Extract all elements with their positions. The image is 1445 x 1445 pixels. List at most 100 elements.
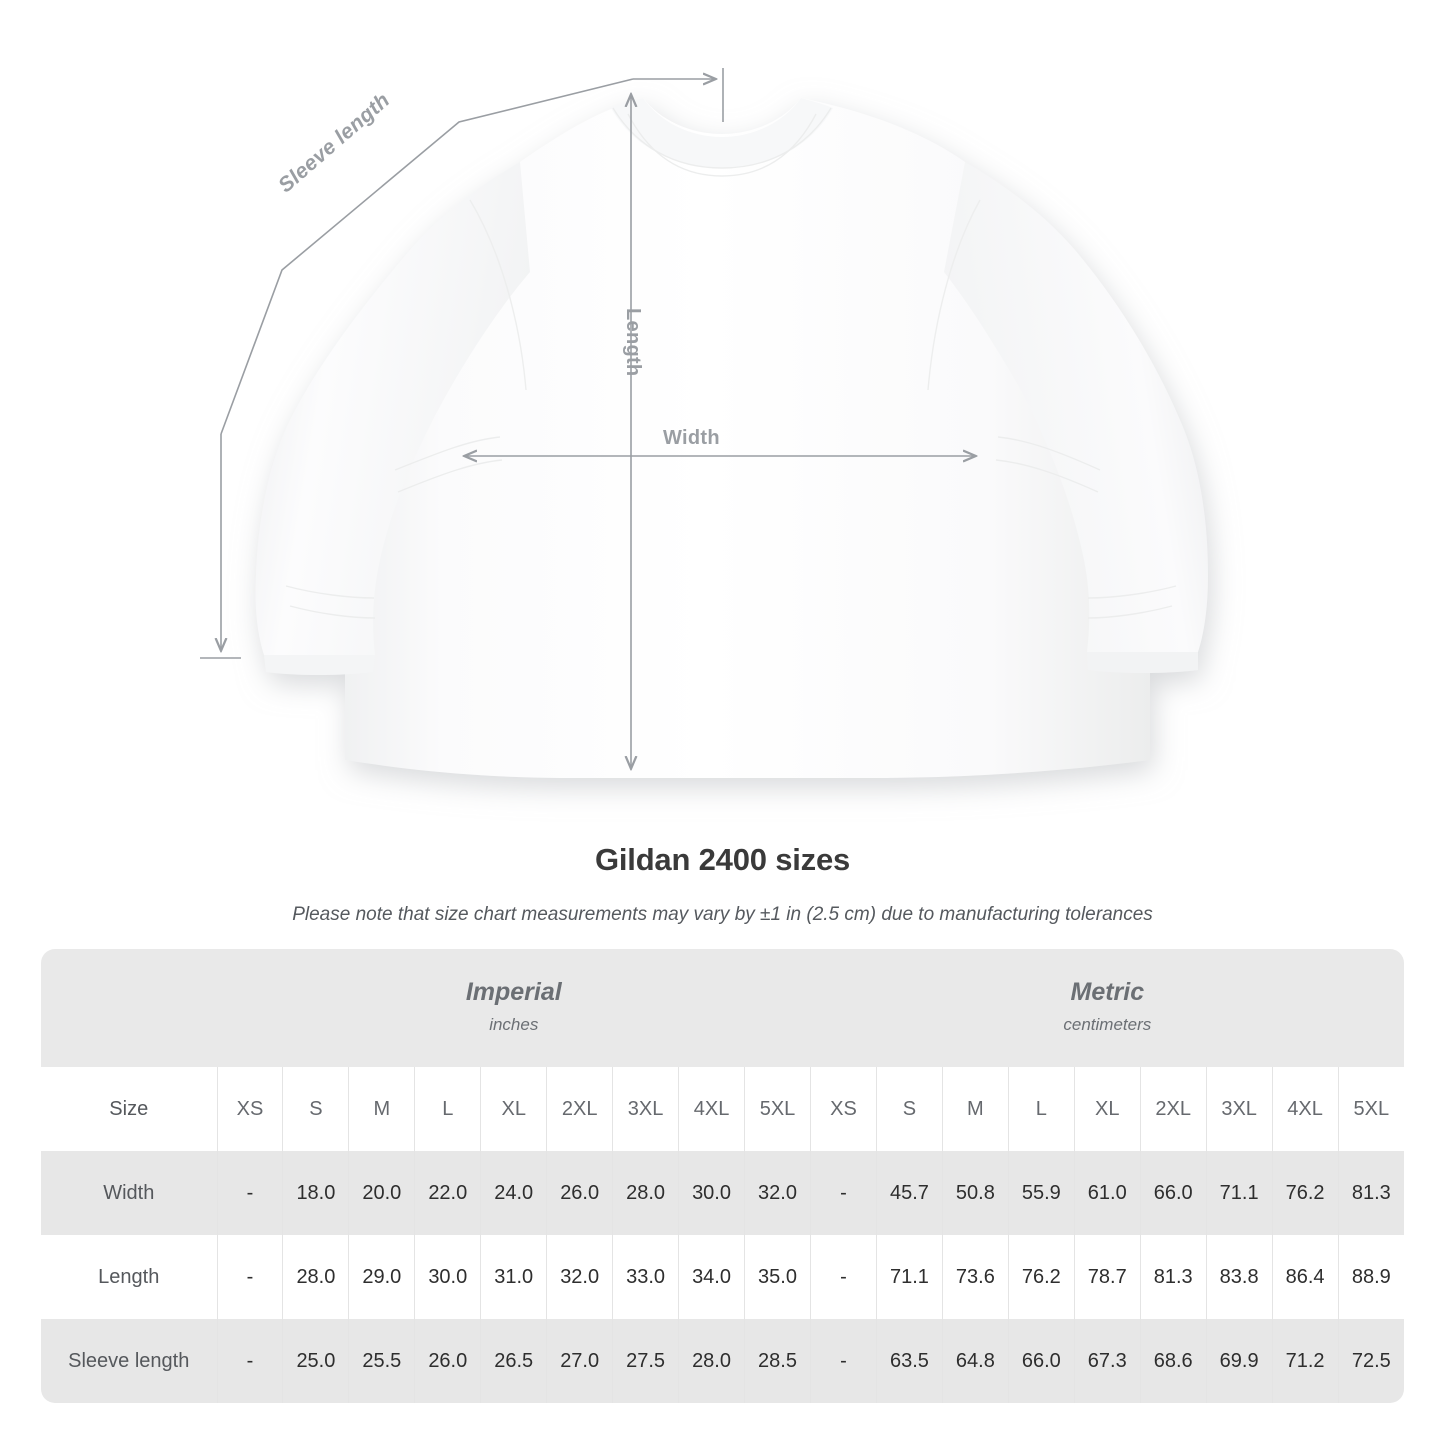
unit-banner-row: Imperial inches Metric centimeters <box>41 949 1405 1067</box>
page-title: Gildan 2400 sizes <box>594 842 851 877</box>
size-header-imperial-m: M <box>348 1067 415 1151</box>
row-label-length: Length <box>41 1235 217 1319</box>
cell-length-metric-2xl: 81.3 <box>1139 1235 1207 1319</box>
row-label-width: Width <box>41 1151 217 1235</box>
sleeve-diagonal <box>220 78 634 435</box>
measurement-lines <box>200 68 975 768</box>
row-label-sleeve-length: Sleeve length <box>41 1319 217 1403</box>
size-header-metric-4xl: 4XL <box>1271 1067 1339 1151</box>
size-header-imperial-xl: XL <box>480 1067 547 1151</box>
cell-sleeve-length-imperial-m: 25.5 <box>348 1319 415 1403</box>
cell-sleeve-length-metric-s: 63.5 <box>875 1319 943 1403</box>
size-chart-table: Imperial inches Metric centimeters Size XS S M L… <box>41 949 1405 1403</box>
size-header-imperial-3xl: 3XL <box>612 1067 679 1151</box>
table-row: Sleeve length -25.0 25.5 26.0 26.5 27.0 27.5 28… <box>41 1319 1405 1403</box>
size-header-imperial-s: S <box>282 1067 349 1151</box>
cell-width-metric-l: 55.9 <box>1007 1151 1075 1235</box>
unit-subtitle: centimeters <box>1063 1015 1152 1034</box>
size-header-metric-s: S <box>875 1067 943 1151</box>
unit-banner-imperial: Imperial inches <box>217 949 811 1067</box>
size-header-metric-l: L <box>1007 1067 1075 1151</box>
cell-length-imperial-2xl: 32.0 <box>546 1235 613 1319</box>
unit-name: Imperial <box>465 978 562 1006</box>
sleeve-length-dimension <box>200 68 724 659</box>
size-header-metric-2xl: 2XL <box>1139 1067 1207 1151</box>
cell-length-imperial-5xl: 35.0 <box>743 1235 811 1319</box>
cell-width-imperial-3xl: 28.0 <box>612 1151 679 1235</box>
size-chart-table-wrapper: Imperial inches Metric centimeters Size XS S M L… <box>41 949 1405 1403</box>
cell-sleeve-length-metric-4xl: 71.2 <box>1271 1319 1339 1403</box>
garment-shape <box>255 98 1208 778</box>
cell-length-imperial-xl: 31.0 <box>480 1235 547 1319</box>
cell-length-metric-l: 76.2 <box>1007 1235 1075 1319</box>
cell-sleeve-length-imperial-xs: - <box>216 1319 283 1403</box>
cell-length-imperial-xs: - <box>216 1235 283 1319</box>
garment-diagram: Sleeve length Length Width <box>200 68 1208 778</box>
size-header-imperial-5xl: 5XL <box>743 1067 811 1151</box>
cell-sleeve-length-metric-3xl: 69.9 <box>1205 1319 1273 1403</box>
cell-width-metric-2xl: 66.0 <box>1139 1151 1207 1235</box>
size-header-metric-m: M <box>941 1067 1009 1151</box>
cell-width-imperial-2xl: 26.0 <box>546 1151 613 1235</box>
cell-length-imperial-l: 30.0 <box>414 1235 481 1319</box>
unit-banner-metric: Metric centimeters <box>810 949 1405 1067</box>
tolerance-note: Please note that size chart measurements… <box>292 904 1153 925</box>
cell-sleeve-length-metric-xs: - <box>810 1319 877 1403</box>
size-header-imperial-xs: XS <box>216 1067 283 1151</box>
size-header-imperial-2xl: 2XL <box>546 1067 613 1151</box>
size-header-imperial-l: L <box>414 1067 481 1151</box>
cell-length-imperial-4xl: 34.0 <box>678 1235 745 1319</box>
size-header-metric-xs: XS <box>810 1067 877 1151</box>
unit-subtitle: inches <box>489 1015 539 1034</box>
table-row: Width -18.0 20.0 22.0 24.0 26.0 28.0 30.0 32.0-4… <box>41 1151 1405 1235</box>
cell-width-imperial-5xl: 32.0 <box>743 1151 811 1235</box>
cell-sleeve-length-metric-l: 66.0 <box>1007 1319 1075 1403</box>
length-label: Length <box>622 308 644 377</box>
cell-sleeve-length-imperial-l: 26.0 <box>414 1319 481 1403</box>
unit-banner-spacer <box>41 949 217 1067</box>
cell-length-metric-5xl: 88.9 <box>1337 1235 1405 1319</box>
size-header-metric-3xl: 3XL <box>1205 1067 1273 1151</box>
cell-width-metric-m: 50.8 <box>941 1151 1009 1235</box>
cell-length-metric-s: 71.1 <box>875 1235 943 1319</box>
cell-length-imperial-m: 29.0 <box>348 1235 415 1319</box>
cell-width-imperial-m: 20.0 <box>348 1151 415 1235</box>
cell-width-imperial-xl: 24.0 <box>480 1151 547 1235</box>
cell-length-imperial-s: 28.0 <box>282 1235 349 1319</box>
garment-illustration <box>200 68 1208 778</box>
cell-width-metric-xl: 61.0 <box>1073 1151 1141 1235</box>
cell-width-metric-5xl: 81.3 <box>1337 1151 1405 1235</box>
cell-length-metric-3xl: 83.8 <box>1205 1235 1273 1319</box>
cell-sleeve-length-metric-2xl: 68.6 <box>1139 1319 1207 1403</box>
cell-width-imperial-xs: - <box>216 1151 283 1235</box>
cell-sleeve-length-imperial-2xl: 27.0 <box>546 1319 613 1403</box>
cell-width-metric-4xl: 76.2 <box>1271 1151 1339 1235</box>
cell-sleeve-length-imperial-5xl: 28.5 <box>743 1319 811 1403</box>
cell-length-metric-xs: - <box>810 1235 877 1319</box>
cell-length-metric-xl: 78.7 <box>1073 1235 1141 1319</box>
cell-length-metric-m: 73.6 <box>941 1235 1009 1319</box>
size-header-imperial-4xl: 4XL <box>678 1067 745 1151</box>
cell-length-imperial-3xl: 33.0 <box>612 1235 679 1319</box>
cell-width-metric-s: 45.7 <box>875 1151 943 1235</box>
title-block: Gildan 2400 sizes Please note that size … <box>0 840 1445 928</box>
size-header-metric-5xl: 5XL <box>1337 1067 1405 1151</box>
cell-width-metric-3xl: 71.1 <box>1205 1151 1273 1235</box>
size-header-row: Size XS S M L XL 2XL 3XL 4XL 5XL XS S M L XL 2XL 3XL 4XL 5… <box>41 1067 1405 1151</box>
size-column-header: Size <box>41 1067 217 1151</box>
cell-width-imperial-s: 18.0 <box>282 1151 349 1235</box>
cell-width-imperial-l: 22.0 <box>414 1151 481 1235</box>
cell-sleeve-length-imperial-3xl: 27.5 <box>612 1319 679 1403</box>
fabric-fold-lines <box>285 107 1177 619</box>
width-label: Width <box>663 427 720 449</box>
cell-sleeve-length-imperial-xl: 26.5 <box>480 1319 547 1403</box>
cell-sleeve-length-metric-xl: 67.3 <box>1073 1319 1141 1403</box>
cell-length-metric-4xl: 86.4 <box>1271 1235 1339 1319</box>
cell-width-metric-xs: - <box>810 1151 877 1235</box>
unit-name: Metric <box>1070 978 1145 1006</box>
cell-sleeve-length-metric-m: 64.8 <box>941 1319 1009 1403</box>
cell-sleeve-length-metric-5xl: 72.5 <box>1337 1319 1405 1403</box>
cell-sleeve-length-imperial-4xl: 28.0 <box>678 1319 745 1403</box>
table-row: Length -28.0 29.0 30.0 31.0 32.0 33.0 34.0 35.0-… <box>41 1235 1405 1319</box>
cell-sleeve-length-imperial-s: 25.0 <box>282 1319 349 1403</box>
